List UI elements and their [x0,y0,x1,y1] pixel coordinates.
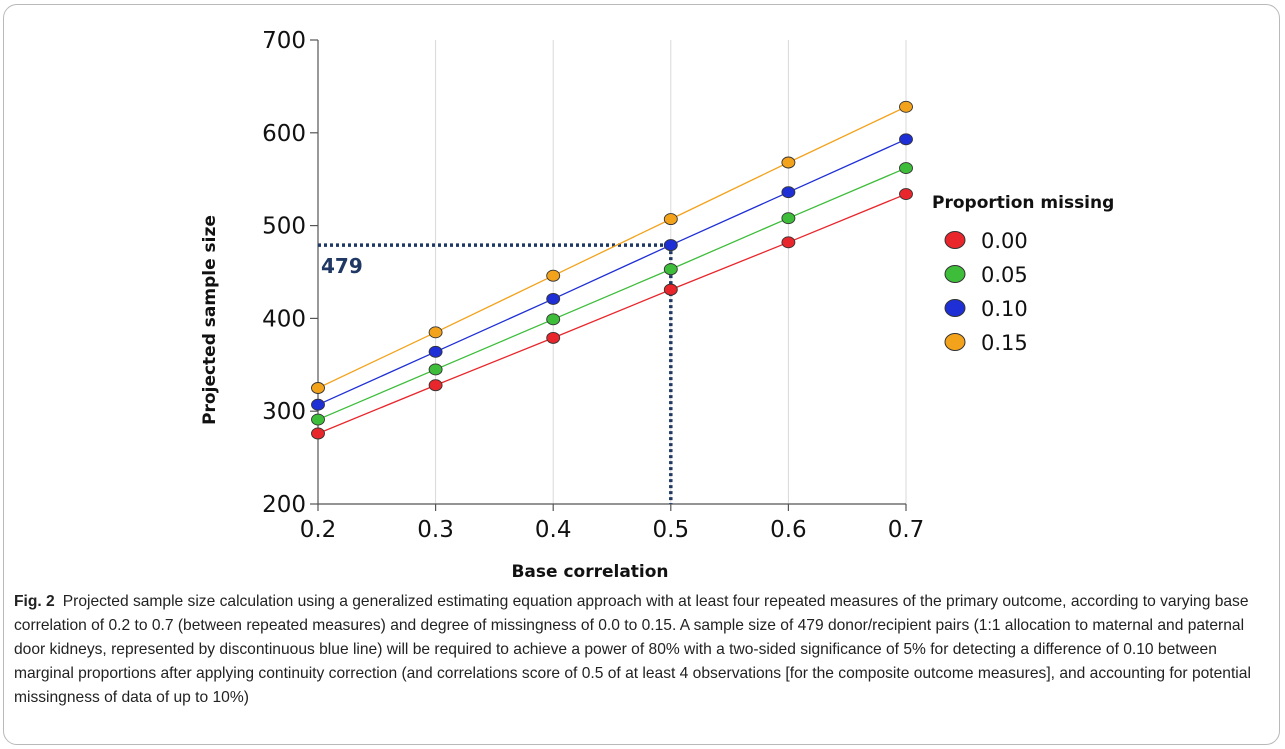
data-point-0.05 [311,413,325,426]
data-point-0.15 [546,269,561,282]
data-point-0.00 [546,331,561,344]
legend-label-0.10: 0.10 [981,297,1028,321]
axes [310,39,907,511]
y-tick-label: 500 [262,214,306,240]
data-point-0.15 [663,213,678,226]
series-line-0.10 [317,138,907,406]
x-tick-label: 0.6 [770,517,807,543]
reference-lines [318,243,673,504]
x-tick-label: 0.7 [888,517,925,543]
y-tick-label: 200 [262,492,306,518]
annotation-label: 479 [321,254,363,278]
x-tick-label: 0.3 [417,517,454,543]
legend-label-0.05: 0.05 [981,263,1028,287]
legend-marker-0.05 [944,265,966,283]
legend-title: Proportion missing [932,193,1114,213]
data-point-0.10 [546,292,561,305]
x-axis-title: Base correlation [511,562,668,582]
legend-label-0.00: 0.00 [981,229,1028,253]
legend: Proportion missing 0.00 0.05 0.10 0.15 [932,193,1114,355]
data-point-0.10 [428,345,443,358]
data-point-0.10 [663,239,678,252]
data-point-0.15 [899,100,913,113]
data-point-0.05 [546,313,561,326]
data-point-0.05 [663,263,678,276]
legend-marker-0.00 [944,231,966,249]
series-group [311,100,913,440]
caption-fig-label: Fig. 2 [14,593,55,610]
data-point-0.15 [428,326,443,339]
data-point-0.00 [428,379,443,392]
tick-labels: 200 300 400 500 600 700 0.2 0.3 0.4 0.5 0.6 0.7 [262,28,924,543]
figure-caption: Fig. 2 Projected sample size calculation … [14,590,1274,710]
series-line-0.05 [317,167,907,421]
data-point-0.00 [663,283,678,296]
series-line-0.00 [317,193,907,435]
data-point-0.05 [428,363,443,376]
data-point-0.05 [781,212,796,225]
data-point-0.15 [781,156,796,169]
data-point-0.00 [899,188,913,200]
data-point-0.10 [899,133,913,146]
data-point-0.15 [311,382,325,394]
data-point-0.10 [311,398,325,411]
data-point-0.00 [311,427,325,440]
legend-label-0.15: 0.15 [981,331,1028,355]
y-tick-label: 700 [262,28,306,54]
chart: 200 300 400 500 600 700 0.2 0.3 0.4 0.5 0.6 0.7 Pro… [200,28,1114,582]
x-tick-label: 0.4 [535,517,572,543]
y-axis-title: Projected sample size [200,215,220,425]
data-point-0.05 [899,162,913,175]
series-line-0.15 [317,106,907,389]
figure-frame [3,4,1280,745]
x-tick-label: 0.5 [653,517,690,543]
data-point-0.10 [781,186,796,199]
y-tick-label: 600 [262,121,306,147]
y-tick-label: 300 [262,399,306,425]
x-tick-label: 0.2 [300,517,337,543]
caption-text: Projected sample size calculation using … [14,593,1251,706]
legend-marker-0.15 [944,333,966,351]
y-tick-label: 400 [262,306,306,332]
data-point-0.00 [781,236,796,249]
legend-marker-0.10 [944,299,966,317]
